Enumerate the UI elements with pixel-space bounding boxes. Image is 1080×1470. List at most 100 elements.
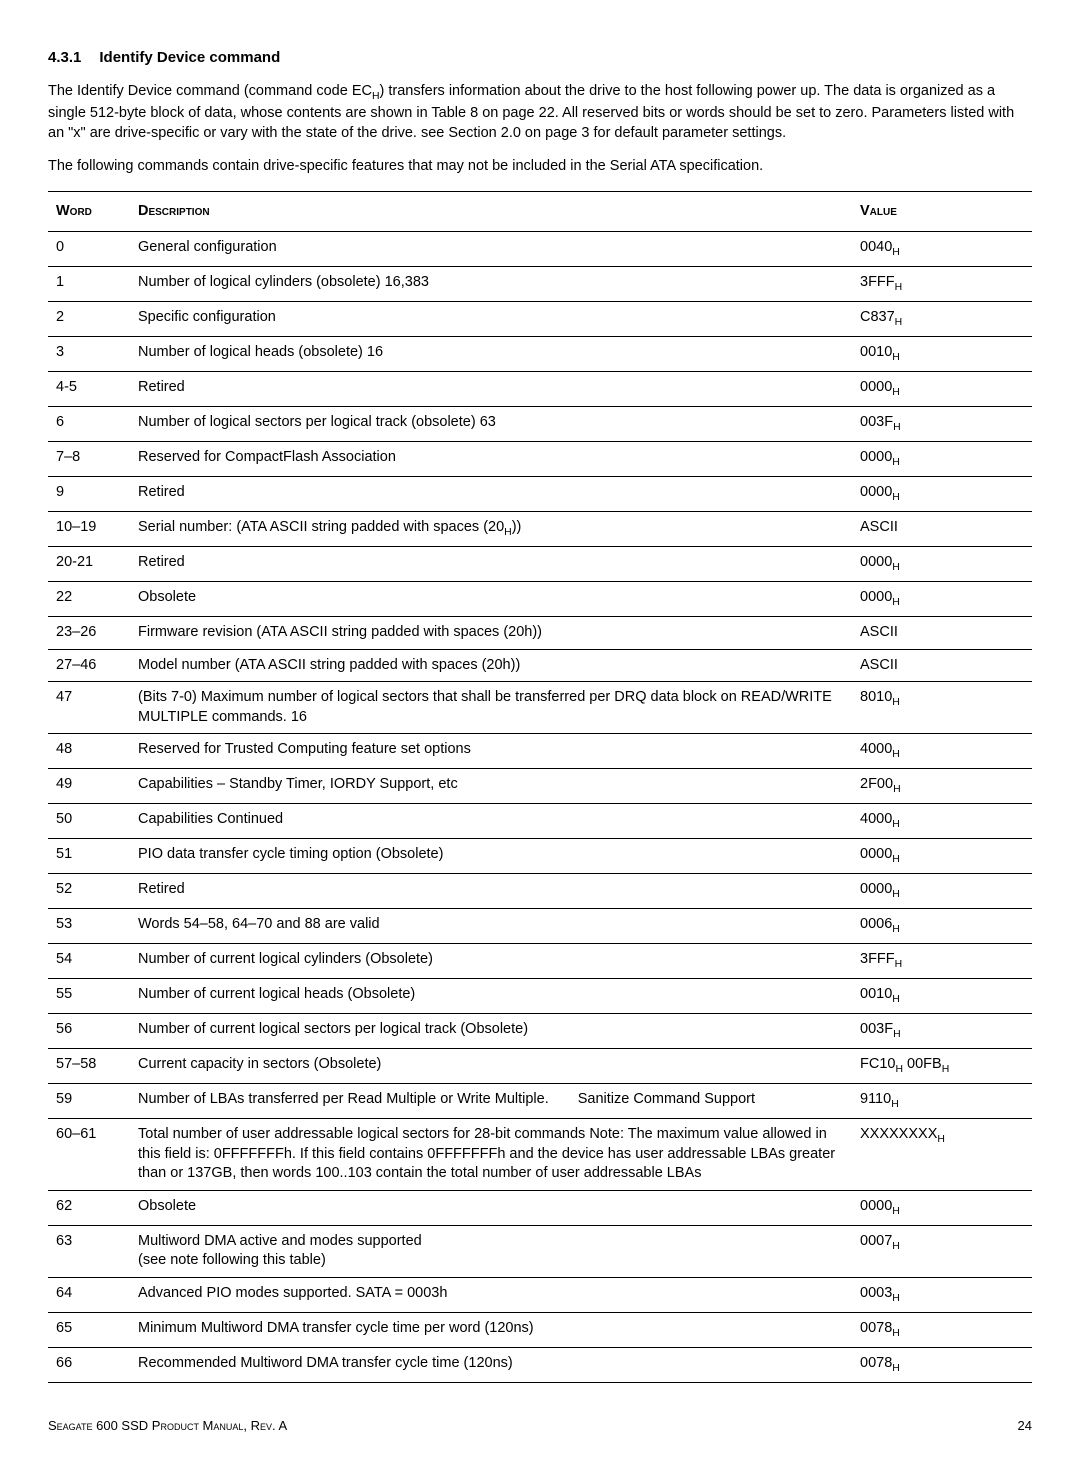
table-row: 4-5Retired0000H bbox=[48, 372, 1032, 407]
cell-description: Number of current logical cylinders (Obs… bbox=[130, 944, 852, 979]
header-word: Word bbox=[48, 191, 130, 232]
table-row: 65Minimum Multiword DMA transfer cycle t… bbox=[48, 1312, 1032, 1347]
cell-description: Number of logical sectors per logical tr… bbox=[130, 407, 852, 442]
header-description: Description bbox=[130, 191, 852, 232]
header-value: Value bbox=[852, 191, 1032, 232]
cell-value: 0040H bbox=[852, 232, 1032, 267]
cell-value: 0006H bbox=[852, 909, 1032, 944]
cell-value: XXXXXXXXH bbox=[852, 1119, 1032, 1191]
cell-value: 003FH bbox=[852, 407, 1032, 442]
cell-word: 59 bbox=[48, 1084, 130, 1119]
cell-word: 63 bbox=[48, 1225, 130, 1277]
cell-description: Obsolete bbox=[130, 582, 852, 617]
cell-word: 1 bbox=[48, 267, 130, 302]
cell-word: 55 bbox=[48, 979, 130, 1014]
cell-description: Specific configuration bbox=[130, 302, 852, 337]
identify-device-table: Word Description Value 0General configur… bbox=[48, 191, 1032, 1383]
cell-value: 2F00H bbox=[852, 769, 1032, 804]
cell-description: Number of LBAs transferred per Read Mult… bbox=[130, 1084, 852, 1119]
cell-value: 003FH bbox=[852, 1014, 1032, 1049]
cell-description: Firmware revision (ATA ASCII string padd… bbox=[130, 617, 852, 650]
cell-description: Retired bbox=[130, 477, 852, 512]
cell-value: 0000H bbox=[852, 372, 1032, 407]
table-row: 56Number of current logical sectors per … bbox=[48, 1014, 1032, 1049]
cell-description: (Bits 7-0) Maximum number of logical sec… bbox=[130, 682, 852, 734]
cell-description: Total number of user addressable logical… bbox=[130, 1119, 852, 1191]
cell-word: 7–8 bbox=[48, 442, 130, 477]
cell-word: 2 bbox=[48, 302, 130, 337]
cell-value: 0000H bbox=[852, 477, 1032, 512]
table-row: 1Number of logical cylinders (obsolete) … bbox=[48, 267, 1032, 302]
cell-word: 10–19 bbox=[48, 512, 130, 547]
cell-description: Number of logical heads (obsolete) 16 bbox=[130, 337, 852, 372]
table-row: 57–58Current capacity in sectors (Obsole… bbox=[48, 1049, 1032, 1084]
cell-word: 62 bbox=[48, 1190, 130, 1225]
cell-word: 4-5 bbox=[48, 372, 130, 407]
section-title: Identify Device command bbox=[99, 49, 280, 66]
table-row: 6Number of logical sectors per logical t… bbox=[48, 407, 1032, 442]
cell-description: Retired bbox=[130, 547, 852, 582]
cell-word: 52 bbox=[48, 874, 130, 909]
cell-value: 0000H bbox=[852, 442, 1032, 477]
cell-word: 51 bbox=[48, 839, 130, 874]
table-row: 0General configuration0040H bbox=[48, 232, 1032, 267]
cell-description: Obsolete bbox=[130, 1190, 852, 1225]
cell-word: 56 bbox=[48, 1014, 130, 1049]
table-row: 66Recommended Multiword DMA transfer cyc… bbox=[48, 1347, 1032, 1382]
cell-word: 65 bbox=[48, 1312, 130, 1347]
cell-value: ASCII bbox=[852, 617, 1032, 650]
table-row: 60–61Total number of user addressable lo… bbox=[48, 1119, 1032, 1191]
cell-value: ASCII bbox=[852, 512, 1032, 547]
cell-word: 6 bbox=[48, 407, 130, 442]
cell-description: Words 54–58, 64–70 and 88 are valid bbox=[130, 909, 852, 944]
cell-value: 4000H bbox=[852, 734, 1032, 769]
cell-word: 60–61 bbox=[48, 1119, 130, 1191]
cell-value: 0078H bbox=[852, 1312, 1032, 1347]
table-row: 62Obsolete0000H bbox=[48, 1190, 1032, 1225]
cell-description: Capabilities Continued bbox=[130, 804, 852, 839]
table-row: 27–46Model number (ATA ASCII string padd… bbox=[48, 649, 1032, 682]
cell-word: 3 bbox=[48, 337, 130, 372]
cell-word: 64 bbox=[48, 1277, 130, 1312]
cell-value: 3FFFH bbox=[852, 267, 1032, 302]
paragraph-2: The following commands contain drive-spe… bbox=[48, 157, 1032, 177]
cell-description: Minimum Multiword DMA transfer cycle tim… bbox=[130, 1312, 852, 1347]
cell-description: Retired bbox=[130, 372, 852, 407]
cell-word: 47 bbox=[48, 682, 130, 734]
table-row: 20-21Retired0000H bbox=[48, 547, 1032, 582]
table-row: 51PIO data transfer cycle timing option … bbox=[48, 839, 1032, 874]
table-row: 64Advanced PIO modes supported. SATA = 0… bbox=[48, 1277, 1032, 1312]
cell-word: 0 bbox=[48, 232, 130, 267]
table-row: 22Obsolete0000H bbox=[48, 582, 1032, 617]
cell-word: 50 bbox=[48, 804, 130, 839]
paragraph-1: The Identify Device command (command cod… bbox=[48, 82, 1032, 143]
cell-word: 57–58 bbox=[48, 1049, 130, 1084]
footer-page-number: 24 bbox=[1018, 1417, 1032, 1435]
table-row: 52Retired0000H bbox=[48, 874, 1032, 909]
cell-word: 9 bbox=[48, 477, 130, 512]
cell-description: Number of current logical heads (Obsolet… bbox=[130, 979, 852, 1014]
cell-value: 0000H bbox=[852, 839, 1032, 874]
cell-description: Current capacity in sectors (Obsolete) bbox=[130, 1049, 852, 1084]
table-row: 50Capabilities Continued4000H bbox=[48, 804, 1032, 839]
cell-description: Retired bbox=[130, 874, 852, 909]
cell-word: 23–26 bbox=[48, 617, 130, 650]
cell-word: 48 bbox=[48, 734, 130, 769]
table-row: 59Number of LBAs transferred per Read Mu… bbox=[48, 1084, 1032, 1119]
table-row: 63Multiword DMA active and modes support… bbox=[48, 1225, 1032, 1277]
table-row: 10–19Serial number: (ATA ASCII string pa… bbox=[48, 512, 1032, 547]
section-number: 4.3.1 bbox=[48, 48, 81, 68]
hex-subscript: H bbox=[372, 91, 380, 102]
table-row: 54Number of current logical cylinders (O… bbox=[48, 944, 1032, 979]
cell-value: 0010H bbox=[852, 337, 1032, 372]
cell-description: Model number (ATA ASCII string padded wi… bbox=[130, 649, 852, 682]
cell-word: 49 bbox=[48, 769, 130, 804]
table-row: 47(Bits 7-0) Maximum number of logical s… bbox=[48, 682, 1032, 734]
cell-value: 0000H bbox=[852, 1190, 1032, 1225]
table-row: 2Specific configurationC837H bbox=[48, 302, 1032, 337]
table-header-row: Word Description Value bbox=[48, 191, 1032, 232]
cell-value: 0078H bbox=[852, 1347, 1032, 1382]
cell-value: 4000H bbox=[852, 804, 1032, 839]
cell-value: C837H bbox=[852, 302, 1032, 337]
cell-value: 0007H bbox=[852, 1225, 1032, 1277]
